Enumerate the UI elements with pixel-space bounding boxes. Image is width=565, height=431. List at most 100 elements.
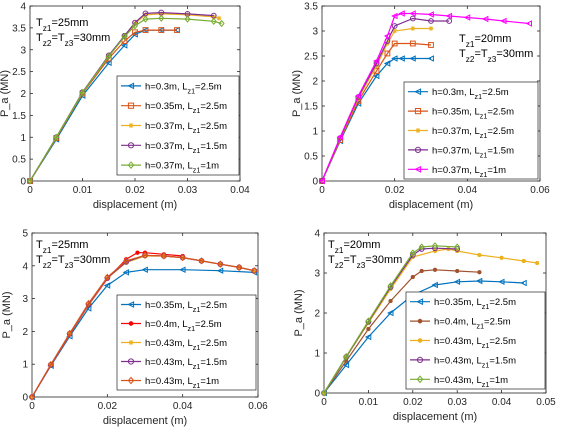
data-point bbox=[431, 281, 438, 289]
x-tick-label: 0.01 bbox=[73, 185, 93, 196]
data-point bbox=[79, 88, 86, 97]
data-point bbox=[498, 278, 505, 286]
data-point bbox=[391, 40, 398, 47]
y-tick-label: 3.5 bbox=[12, 23, 26, 34]
chart-panel-1: 0 0.01 0.02 0.03 0.04 0 0.5 1 1.5 2 2.5 3 3.5 4 displa… bbox=[0, 2, 250, 212]
data-point bbox=[454, 243, 461, 251]
y-tick-label: 0.5 bbox=[12, 155, 26, 166]
y-axis-label: P_a (MN) bbox=[1, 291, 13, 338]
y-tick-label: 0 bbox=[314, 389, 320, 400]
data-point bbox=[216, 267, 224, 274]
y-tick-label: 3 bbox=[312, 27, 318, 38]
series-line bbox=[321, 42, 432, 182]
series-line bbox=[321, 12, 530, 182]
y-tick-label: 2.5 bbox=[12, 67, 26, 78]
data-point bbox=[383, 32, 391, 40]
chart-panel-4: 0 0.01 0.02 0.03 0.04 0.05 0 1 2 3 4 displacement (… bbox=[293, 229, 556, 424]
data-point bbox=[160, 252, 167, 260]
y-tick-label: 1.5 bbox=[12, 111, 26, 122]
data-point bbox=[414, 146, 422, 153]
data-point bbox=[132, 29, 138, 36]
data-point bbox=[388, 298, 393, 304]
data-point bbox=[210, 17, 217, 25]
data-point bbox=[122, 269, 130, 276]
y-tick-label: 0 bbox=[22, 393, 28, 404]
y-tick-label: 5 bbox=[22, 229, 28, 240]
data-point bbox=[251, 267, 258, 275]
annotation-text: Tz1=20mm bbox=[459, 33, 511, 49]
data-point bbox=[364, 333, 372, 341]
data-point bbox=[354, 92, 362, 100]
data-point bbox=[445, 12, 453, 20]
data-point bbox=[365, 317, 372, 325]
data-point bbox=[372, 57, 380, 65]
annotation-text: Tz2=Tz3=30mm bbox=[459, 48, 533, 64]
data-point bbox=[428, 26, 434, 31]
data-point bbox=[428, 42, 434, 48]
y-tick-label: 1 bbox=[20, 133, 26, 144]
y-tick-label: 4 bbox=[22, 261, 28, 272]
data-point bbox=[416, 356, 424, 363]
data-point bbox=[500, 17, 507, 25]
x-tick-label: 0.06 bbox=[530, 185, 550, 196]
data-point bbox=[251, 268, 257, 274]
legend-label: h=0.43m, Lz1=1.5m bbox=[145, 357, 227, 371]
data-point bbox=[366, 326, 371, 332]
data-point bbox=[216, 15, 222, 21]
data-point bbox=[127, 102, 135, 109]
x-tick-label: 0.04 bbox=[492, 397, 512, 408]
y-tick-label: 2 bbox=[22, 327, 28, 338]
data-point bbox=[414, 165, 422, 173]
y-tick-label: 2 bbox=[312, 77, 318, 88]
data-point bbox=[143, 12, 148, 18]
x-axis-label: displacement (m) bbox=[393, 411, 477, 423]
data-point bbox=[128, 339, 134, 346]
legend-label: h=0.4m, Lz1=2.5m bbox=[145, 319, 222, 333]
data-point bbox=[142, 27, 149, 33]
x-tick-label: 0.05 bbox=[536, 397, 556, 408]
data-point bbox=[453, 278, 461, 286]
y-axis-label: P_a (MN) bbox=[293, 289, 305, 336]
data-point bbox=[520, 279, 527, 287]
legend-label: h=0.37m, Lz1=1m bbox=[145, 161, 219, 175]
data-point bbox=[372, 72, 380, 80]
data-point bbox=[477, 252, 482, 258]
data-point bbox=[127, 376, 135, 385]
data-point bbox=[427, 55, 434, 62]
data-point bbox=[66, 329, 73, 338]
y-tick-label: 0 bbox=[20, 177, 26, 188]
data-point bbox=[481, 15, 489, 23]
data-point bbox=[127, 161, 135, 170]
data-point bbox=[236, 263, 243, 272]
data-point bbox=[417, 318, 423, 324]
data-point bbox=[127, 142, 135, 149]
data-point bbox=[179, 253, 186, 262]
y-tick-label: 3.5 bbox=[304, 2, 318, 13]
series-line bbox=[31, 254, 255, 398]
y-tick-label: 2.5 bbox=[304, 52, 318, 63]
data-point bbox=[53, 133, 60, 141]
legend-label: h=0.4m, Lz1=2.5m bbox=[434, 317, 511, 331]
data-point bbox=[525, 20, 532, 27]
legend-label: h=0.35m, Lz1=2.5m bbox=[145, 101, 227, 115]
data-point bbox=[446, 18, 453, 24]
data-point bbox=[409, 55, 416, 62]
x-axis-label: displacement (m) bbox=[93, 199, 177, 211]
annotation-text: Tz2=Tz3=30mm bbox=[328, 254, 402, 270]
data-point bbox=[336, 133, 344, 141]
y-tick-label: 1 bbox=[314, 349, 320, 360]
data-point bbox=[184, 15, 191, 23]
data-point bbox=[343, 352, 350, 361]
x-axis-label: displacement (m) bbox=[389, 199, 473, 211]
data-point bbox=[392, 28, 398, 34]
data-point bbox=[211, 14, 217, 20]
legend-label: h=0.37m, Lz1=1.5m bbox=[432, 145, 514, 159]
data-point bbox=[120, 42, 128, 49]
data-point bbox=[417, 338, 423, 343]
x-axis-label: displacement (m) bbox=[103, 415, 187, 427]
data-point bbox=[427, 11, 434, 18]
legend-label: h=0.37m, Lz1=1.5m bbox=[145, 141, 227, 155]
x-tick-label: 0.03 bbox=[447, 397, 467, 408]
data-point bbox=[410, 26, 416, 31]
